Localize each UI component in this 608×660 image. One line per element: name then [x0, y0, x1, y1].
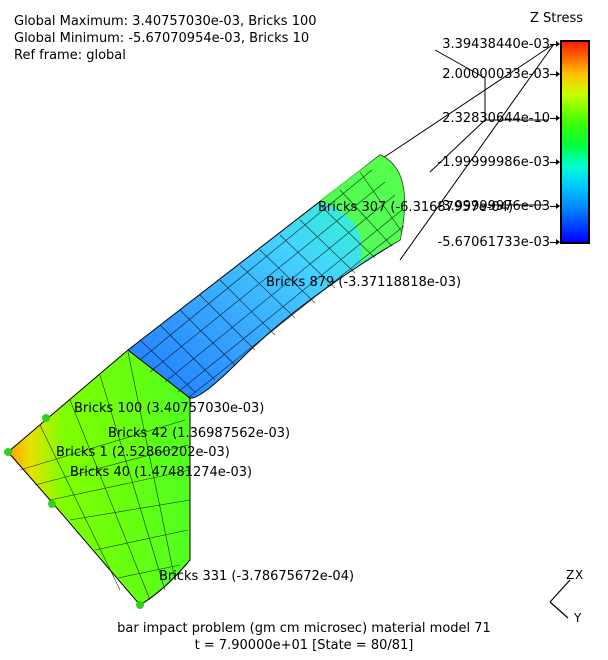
footer-title: bar impact problem (gm cm microsec) mate… [117, 621, 491, 636]
legend-title: Z Stress [530, 11, 583, 26]
bar-end-rim [320, 155, 405, 262]
axis-label-z: Z [566, 568, 575, 582]
footer-state: t = 7.90000e+01 [State = 80/81] [194, 638, 414, 653]
colorbar [560, 40, 590, 244]
annotation-bricks-1: Bricks 1 (2.52860202e-03) [56, 445, 230, 460]
axis-triad [549, 579, 571, 619]
global-min-text: Global Minimum: -5.67070954e-03, Bricks … [14, 31, 310, 46]
legend-tick [550, 41, 560, 47]
mesh-grid [19, 169, 405, 601]
legend-tick [550, 159, 560, 165]
annotation-bricks-100: Bricks 100 (3.40757030e-03) [74, 401, 265, 416]
annotation-bricks-40: Bricks 40 (1.47481274e-03) [70, 465, 253, 480]
axis-label-x: X [575, 568, 584, 582]
annotation-bricks-42: Bricks 42 (1.36987562e-03) [108, 426, 291, 441]
annotation-bricks-307: Bricks 307 (-6.31687957e-04) [318, 200, 514, 215]
annotation-bricks-331: Bricks 331 (-3.78675672e-04) [159, 569, 355, 584]
legend-label-max: 3.39438440e-03 [442, 37, 550, 52]
legend-leader-lines [379, 43, 555, 261]
legend-label-5: -3.99999976e-03 [437, 199, 551, 214]
node-markers [4, 414, 144, 609]
legend-label-3: 2.32830644e-10 [442, 111, 550, 126]
legend-tick [550, 71, 560, 77]
legend-tick [550, 203, 560, 209]
legend-tick [550, 115, 560, 121]
legend-tick [550, 239, 560, 245]
global-max-text: Global Maximum: 3.40757030e-03, Bricks 1… [14, 14, 317, 29]
ref-frame-text: Ref frame: global [14, 48, 126, 63]
annotation-bricks-879: Bricks 879 (-3.37118818e-03) [266, 275, 462, 290]
axis-label-y: Y [574, 611, 582, 625]
legend-label-2: 2.00000033e-03 [442, 67, 550, 82]
legend-label-4: -1.99999986e-03 [437, 155, 551, 170]
legend-label-min: -5.67061733e-03 [437, 235, 551, 250]
